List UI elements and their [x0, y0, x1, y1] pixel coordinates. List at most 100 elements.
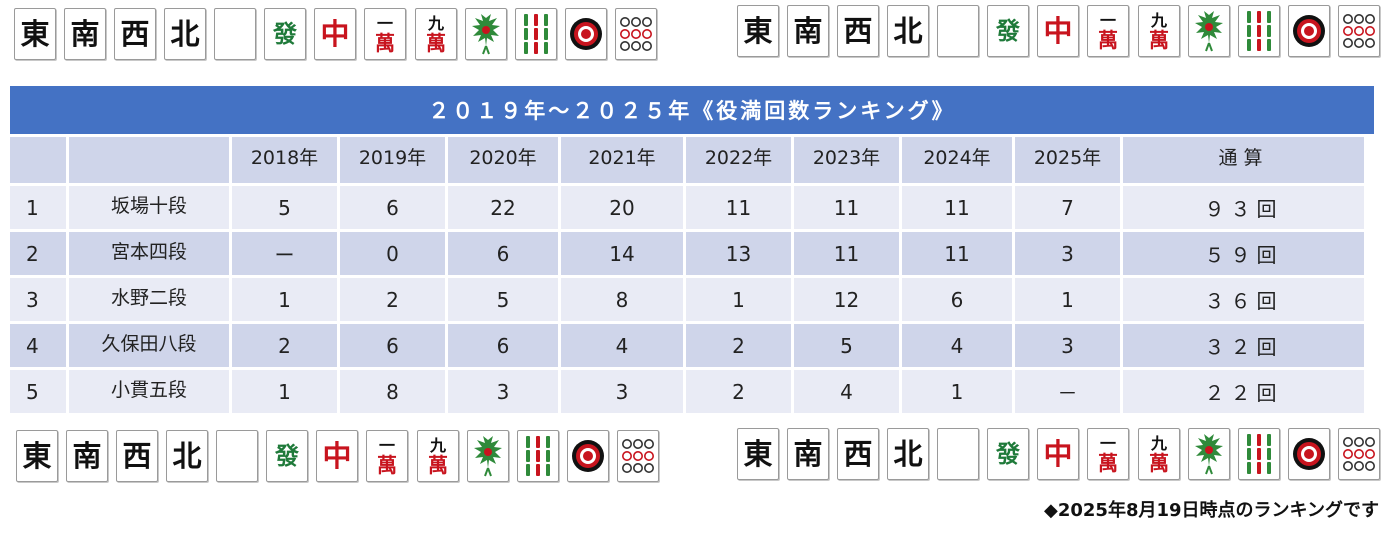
tile-1-pin: [1288, 5, 1330, 57]
rank-cell: 4: [10, 324, 66, 367]
year-2023-cell: 4: [794, 370, 899, 413]
year-2023-cell: 12: [794, 278, 899, 321]
tile-9-pin: [1338, 428, 1380, 480]
tile-green-dragon: 發: [266, 430, 308, 482]
tile-north: 北: [887, 5, 929, 57]
table-row: 5 小貫五段 1 8 3 3 2 4 1 － ２２回: [10, 370, 1374, 413]
year-2018-cell: 2: [232, 324, 337, 367]
year-2021-cell: 20: [561, 186, 683, 229]
tile-white-dragon: [214, 8, 256, 60]
tile-south: 南: [66, 430, 108, 482]
year-2019-cell: 6: [340, 324, 445, 367]
year-2025-cell: 3: [1015, 324, 1120, 367]
year-2020-cell: 6: [448, 324, 558, 367]
total-cell: ２２回: [1123, 370, 1364, 413]
year-2018-cell: 1: [232, 370, 337, 413]
tile-west: 西: [116, 430, 158, 482]
year-2019-cell: 6: [340, 186, 445, 229]
player-name-cell: 水野二段: [69, 278, 229, 321]
header-rank: [10, 137, 66, 183]
header-2025: 2025年: [1015, 137, 1120, 183]
dots-icon: [1343, 14, 1375, 48]
tile-9-sou: [517, 430, 559, 482]
tile-west: 西: [114, 8, 156, 60]
year-2020-cell: 6: [448, 232, 558, 275]
tile-east: 東: [737, 5, 779, 57]
tile-south: 南: [64, 8, 106, 60]
dots-icon: [1343, 437, 1375, 471]
tile-red-dragon: 中: [314, 8, 356, 60]
tile-9-pin: [617, 430, 659, 482]
year-2024-cell: 1: [902, 370, 1012, 413]
year-2019-cell: 2: [340, 278, 445, 321]
tile-1-pin: [567, 430, 609, 482]
tile-green-dragon: 發: [987, 428, 1029, 480]
tile-1-sou: [1188, 5, 1230, 57]
year-2019-cell: 0: [340, 232, 445, 275]
rank-cell: 5: [10, 370, 66, 413]
header-2023: 2023年: [794, 137, 899, 183]
footnote: ◆2025年8月19日時点のランキングです: [1044, 500, 1379, 521]
bird-icon: [1195, 434, 1223, 475]
header-2019: 2019年: [340, 137, 445, 183]
tile-white-dragon: [937, 5, 979, 57]
tile-north: 北: [164, 8, 206, 60]
tile-9-man: 九萬: [417, 430, 459, 482]
year-2021-cell: 3: [561, 370, 683, 413]
tile-green-dragon: 發: [987, 5, 1029, 57]
table-title: ２０１９年～２０２５年《役満回数ランキング》: [10, 86, 1374, 134]
bird-icon: [472, 14, 500, 55]
year-2025-cell: －: [1015, 370, 1120, 413]
tile-white-dragon: [937, 428, 979, 480]
bamboo-icon: [1247, 11, 1271, 51]
header-2020: 2020年: [448, 137, 558, 183]
tile-red-dragon: 中: [1037, 5, 1079, 57]
table-row: 3 水野二段 1 2 5 8 1 12 6 1 ３６回: [10, 278, 1374, 321]
year-2020-cell: 3: [448, 370, 558, 413]
tile-9-pin: [615, 8, 657, 60]
tile-9-man: 九萬: [1138, 5, 1180, 57]
header-2024: 2024年: [902, 137, 1012, 183]
year-2023-cell: 5: [794, 324, 899, 367]
year-2023-cell: 11: [794, 186, 899, 229]
tile-1-sou: [1188, 428, 1230, 480]
tile-1-man: 一萬: [364, 8, 406, 60]
table-row: 4 久保田八段 2 6 6 4 2 5 4 3 ３２回: [10, 324, 1374, 367]
player-name-cell: 小貫五段: [69, 370, 229, 413]
tile-west: 西: [837, 5, 879, 57]
year-2024-cell: 4: [902, 324, 1012, 367]
year-2020-cell: 5: [448, 278, 558, 321]
year-2022-cell: 11: [686, 186, 791, 229]
circle-icon: [1293, 15, 1325, 47]
dots-icon: [622, 439, 654, 473]
player-name-cell: 宮本四段: [69, 232, 229, 275]
year-2022-cell: 1: [686, 278, 791, 321]
year-2021-cell: 4: [561, 324, 683, 367]
total-cell: ９３回: [1123, 186, 1364, 229]
tile-1-pin: [565, 8, 607, 60]
year-2025-cell: 1: [1015, 278, 1120, 321]
bamboo-icon: [1247, 434, 1271, 474]
year-2022-cell: 2: [686, 324, 791, 367]
total-cell: ５９回: [1123, 232, 1364, 275]
tile-1-sou: [467, 430, 509, 482]
tile-green-dragon: 發: [264, 8, 306, 60]
ranking-table: ２０１９年～２０２５年《役満回数ランキング》 2018年 2019年 2020年…: [10, 86, 1374, 413]
total-cell: ３６回: [1123, 278, 1364, 321]
rank-cell: 3: [10, 278, 66, 321]
header-total: 通算: [1123, 137, 1364, 183]
year-2024-cell: 11: [902, 186, 1012, 229]
header-2022: 2022年: [686, 137, 791, 183]
dots-icon: [620, 17, 652, 51]
header-2021: 2021年: [561, 137, 683, 183]
tile-white-dragon: [216, 430, 258, 482]
bamboo-icon: [524, 14, 548, 54]
tile-9-pin: [1338, 5, 1380, 57]
year-2025-cell: 3: [1015, 232, 1120, 275]
year-2018-cell: ー: [232, 232, 337, 275]
table-row: 2 宮本四段ー 0 6 14 13 11 11 3 ５９回: [10, 232, 1374, 275]
tile-west: 西: [837, 428, 879, 480]
year-2022-cell: 2: [686, 370, 791, 413]
rank-cell: 2: [10, 232, 66, 275]
tile-9-man: 九萬: [415, 8, 457, 60]
